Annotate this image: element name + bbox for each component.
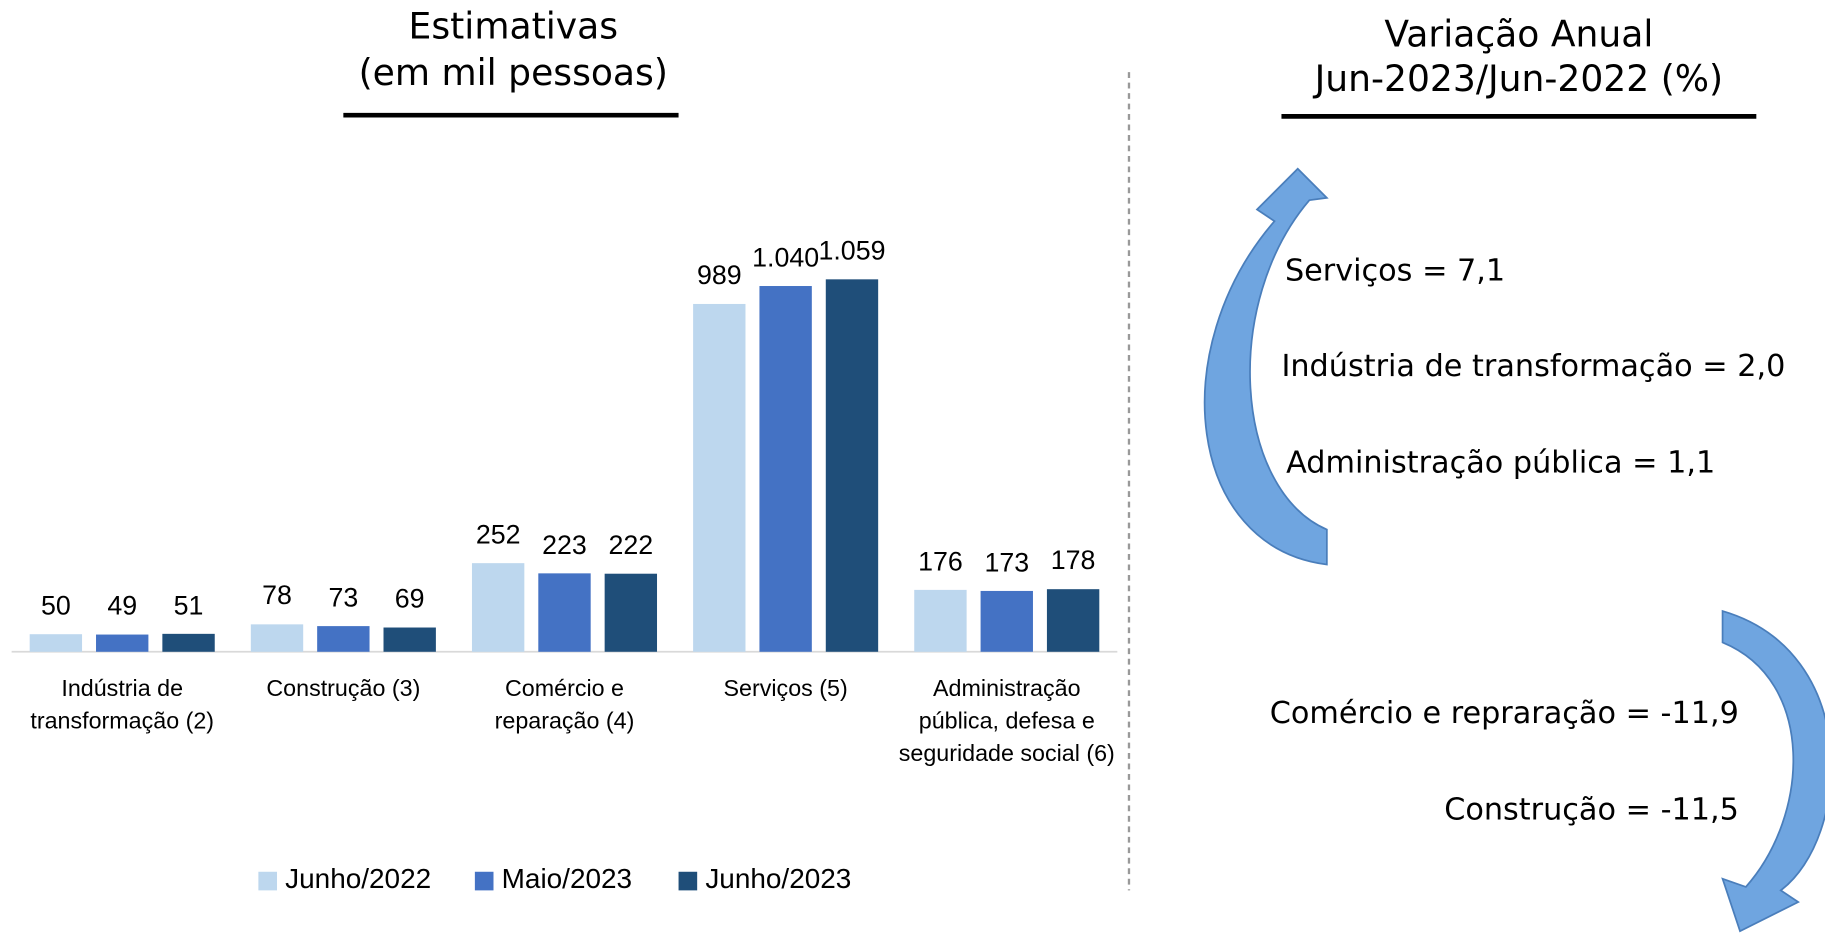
- variation-item: Indústria de transformação = 2,0: [1281, 349, 1786, 385]
- x-tick-label: Construção (3): [266, 676, 421, 702]
- bar: [162, 633, 215, 652]
- bar: [471, 563, 525, 652]
- data-label: 252: [475, 518, 521, 550]
- data-label: 50: [40, 589, 71, 621]
- chart-title: Estimativas: [408, 5, 619, 48]
- data-label: 222: [608, 529, 654, 560]
- bar: [538, 573, 591, 652]
- chart: [11, 279, 1118, 891]
- data-label: 73: [328, 581, 359, 613]
- variation-item: Construção = -11,5: [1444, 792, 1739, 828]
- x-tick-label: Indústria de transformação (2): [30, 676, 215, 735]
- data-label: 178: [1050, 544, 1096, 576]
- bar: [693, 303, 746, 652]
- legend-label: Junho/2022: [285, 863, 432, 896]
- x-tick-label: Administração pública, defesa e segurida…: [898, 676, 1115, 768]
- bar: [825, 279, 879, 652]
- data-label: 51: [173, 589, 204, 620]
- variation-subtitle: Jun-2023/Jun-2022 (%): [1314, 58, 1724, 101]
- x-tick-label: Serviços (5): [723, 676, 848, 702]
- variation-item: Administração pública = 1,1: [1286, 445, 1716, 481]
- bar: [914, 589, 967, 652]
- bar: [317, 626, 370, 652]
- legend-swatch: [474, 871, 494, 891]
- bar: [383, 627, 436, 652]
- data-label: 989: [696, 259, 742, 290]
- x-tick-label: Comércio e reparação (4): [494, 676, 635, 735]
- variation-title: Variação Anual: [1384, 13, 1654, 56]
- data-label: 78: [262, 580, 292, 611]
- bar: [759, 286, 812, 652]
- bar: [1046, 589, 1100, 652]
- data-label: 223: [542, 529, 587, 560]
- variation-item: Serviços = 7,1: [1284, 253, 1506, 289]
- bar: [96, 634, 149, 652]
- legend-swatch: [678, 871, 698, 891]
- legend-swatch: [258, 871, 278, 891]
- legend-label: Junho/2023: [705, 863, 852, 896]
- data-label: 69: [394, 583, 425, 614]
- variation-item: Comércio e repraração = -11,9: [1269, 696, 1739, 731]
- data-label: 1.040: [752, 241, 820, 273]
- data-label: 173: [984, 546, 1030, 577]
- data-label: 1.059: [818, 235, 886, 266]
- bar: [980, 590, 1033, 652]
- bar: [250, 624, 304, 652]
- bar: [604, 573, 658, 652]
- data-label: 176: [918, 545, 963, 576]
- up-arrow: [1203, 167, 1329, 566]
- chart-subtitle: (em mil pessoas): [358, 52, 668, 95]
- legend-label: Maio/2023: [501, 863, 633, 896]
- bar: [29, 634, 83, 652]
- data-label: 49: [107, 590, 138, 621]
- down-arrow: [1721, 609, 1825, 933]
